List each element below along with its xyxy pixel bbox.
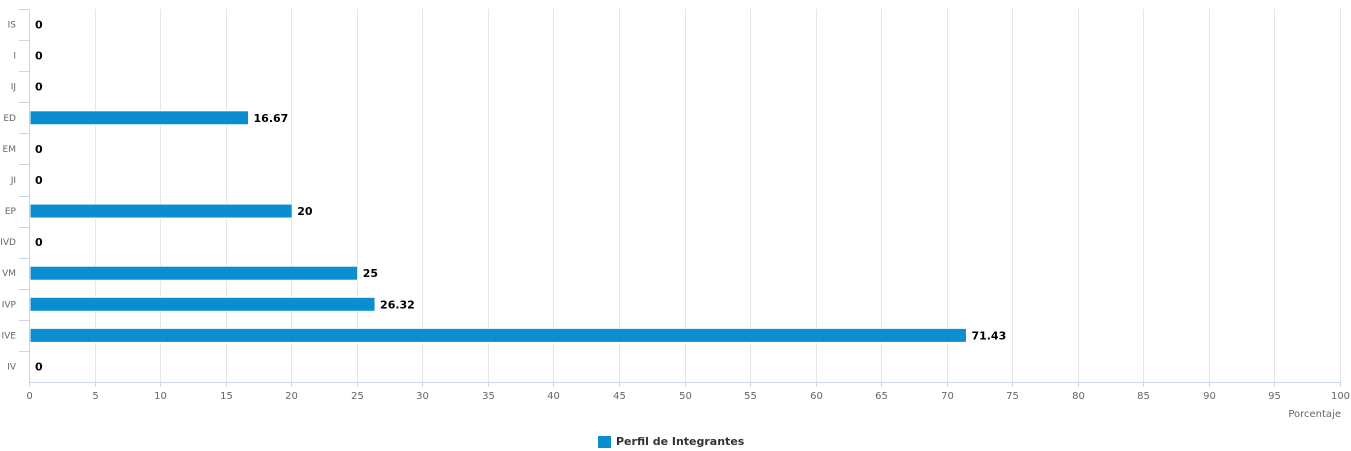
data-label: 25 xyxy=(363,267,378,280)
data-label: 0 xyxy=(35,360,43,373)
category-label: IV xyxy=(7,362,17,372)
x-tick-label: 15 xyxy=(220,391,233,402)
data-label: 20 xyxy=(297,205,313,218)
category-label: IVD xyxy=(0,238,16,248)
category-label: IVE xyxy=(2,331,17,341)
data-label: 0 xyxy=(35,50,43,63)
data-label: 0 xyxy=(35,81,43,94)
x-tick-label: 85 xyxy=(1137,391,1150,402)
legend-item[interactable]: Perfil de Integrantes xyxy=(598,435,744,448)
legend-label: Perfil de Integrantes xyxy=(616,435,745,448)
x-tick-label: 45 xyxy=(613,391,626,402)
category-label: VM xyxy=(2,269,16,279)
category-label: EM xyxy=(3,145,16,155)
bar[interactable] xyxy=(29,296,376,312)
x-tick-label: 35 xyxy=(482,391,495,402)
x-tick-label: 90 xyxy=(1203,391,1216,402)
data-labels: 0 0 0 16.67 0 0 20 0 25 26.32 71.43 0 xyxy=(34,17,1008,375)
category-labels: IS I IJ ED EM JI EP IVD VM IVP IVE IV xyxy=(0,21,17,373)
bar[interactable] xyxy=(29,265,359,281)
x-tick-label: 75 xyxy=(1006,391,1019,402)
x-tick-label: 20 xyxy=(285,391,298,402)
data-label: 0 xyxy=(35,143,43,156)
category-label: IJ xyxy=(11,83,16,93)
x-axis-title: Porcentaje xyxy=(1288,409,1341,420)
axes xyxy=(19,9,1341,387)
x-tick-label: 95 xyxy=(1268,391,1281,402)
x-tick-label: 25 xyxy=(351,391,364,402)
legend-swatch xyxy=(598,435,611,448)
bar[interactable] xyxy=(29,110,250,126)
x-tick-label: 10 xyxy=(154,391,167,402)
x-tick-label: 70 xyxy=(941,391,954,402)
category-label: JI xyxy=(10,176,16,186)
x-tick-label: 5 xyxy=(92,391,98,402)
grid-lines xyxy=(95,9,1341,382)
data-label: 16.67 xyxy=(254,112,289,125)
x-tick-label: 65 xyxy=(875,391,888,402)
data-label: 71.43 xyxy=(971,329,1006,342)
category-label: ED xyxy=(3,114,16,124)
bars xyxy=(29,110,967,343)
category-label: EP xyxy=(5,207,17,217)
category-label: I xyxy=(13,52,16,62)
category-label: IVP xyxy=(2,300,17,310)
x-tick-labels: 0 5 10 15 20 25 30 35 40 45 50 55 60 65 70 75 80 85 90 95 10… xyxy=(26,391,1350,402)
x-tick-label: 50 xyxy=(679,391,692,402)
x-tick-label: 60 xyxy=(810,391,823,402)
x-tick-label: 40 xyxy=(547,391,560,402)
x-tick-label: 55 xyxy=(744,391,757,402)
data-label: 0 xyxy=(35,19,43,32)
x-tick-label: 30 xyxy=(416,391,429,402)
bar[interactable] xyxy=(29,203,293,219)
data-label: 26.32 xyxy=(380,298,415,311)
x-tick-label: 0 xyxy=(26,391,32,402)
data-label: 0 xyxy=(35,174,43,187)
x-tick-label: 100 xyxy=(1331,391,1350,402)
bar[interactable] xyxy=(29,327,967,343)
data-label: 0 xyxy=(35,236,43,249)
category-label: IS xyxy=(8,21,17,31)
x-tick-label: 80 xyxy=(1072,391,1085,402)
